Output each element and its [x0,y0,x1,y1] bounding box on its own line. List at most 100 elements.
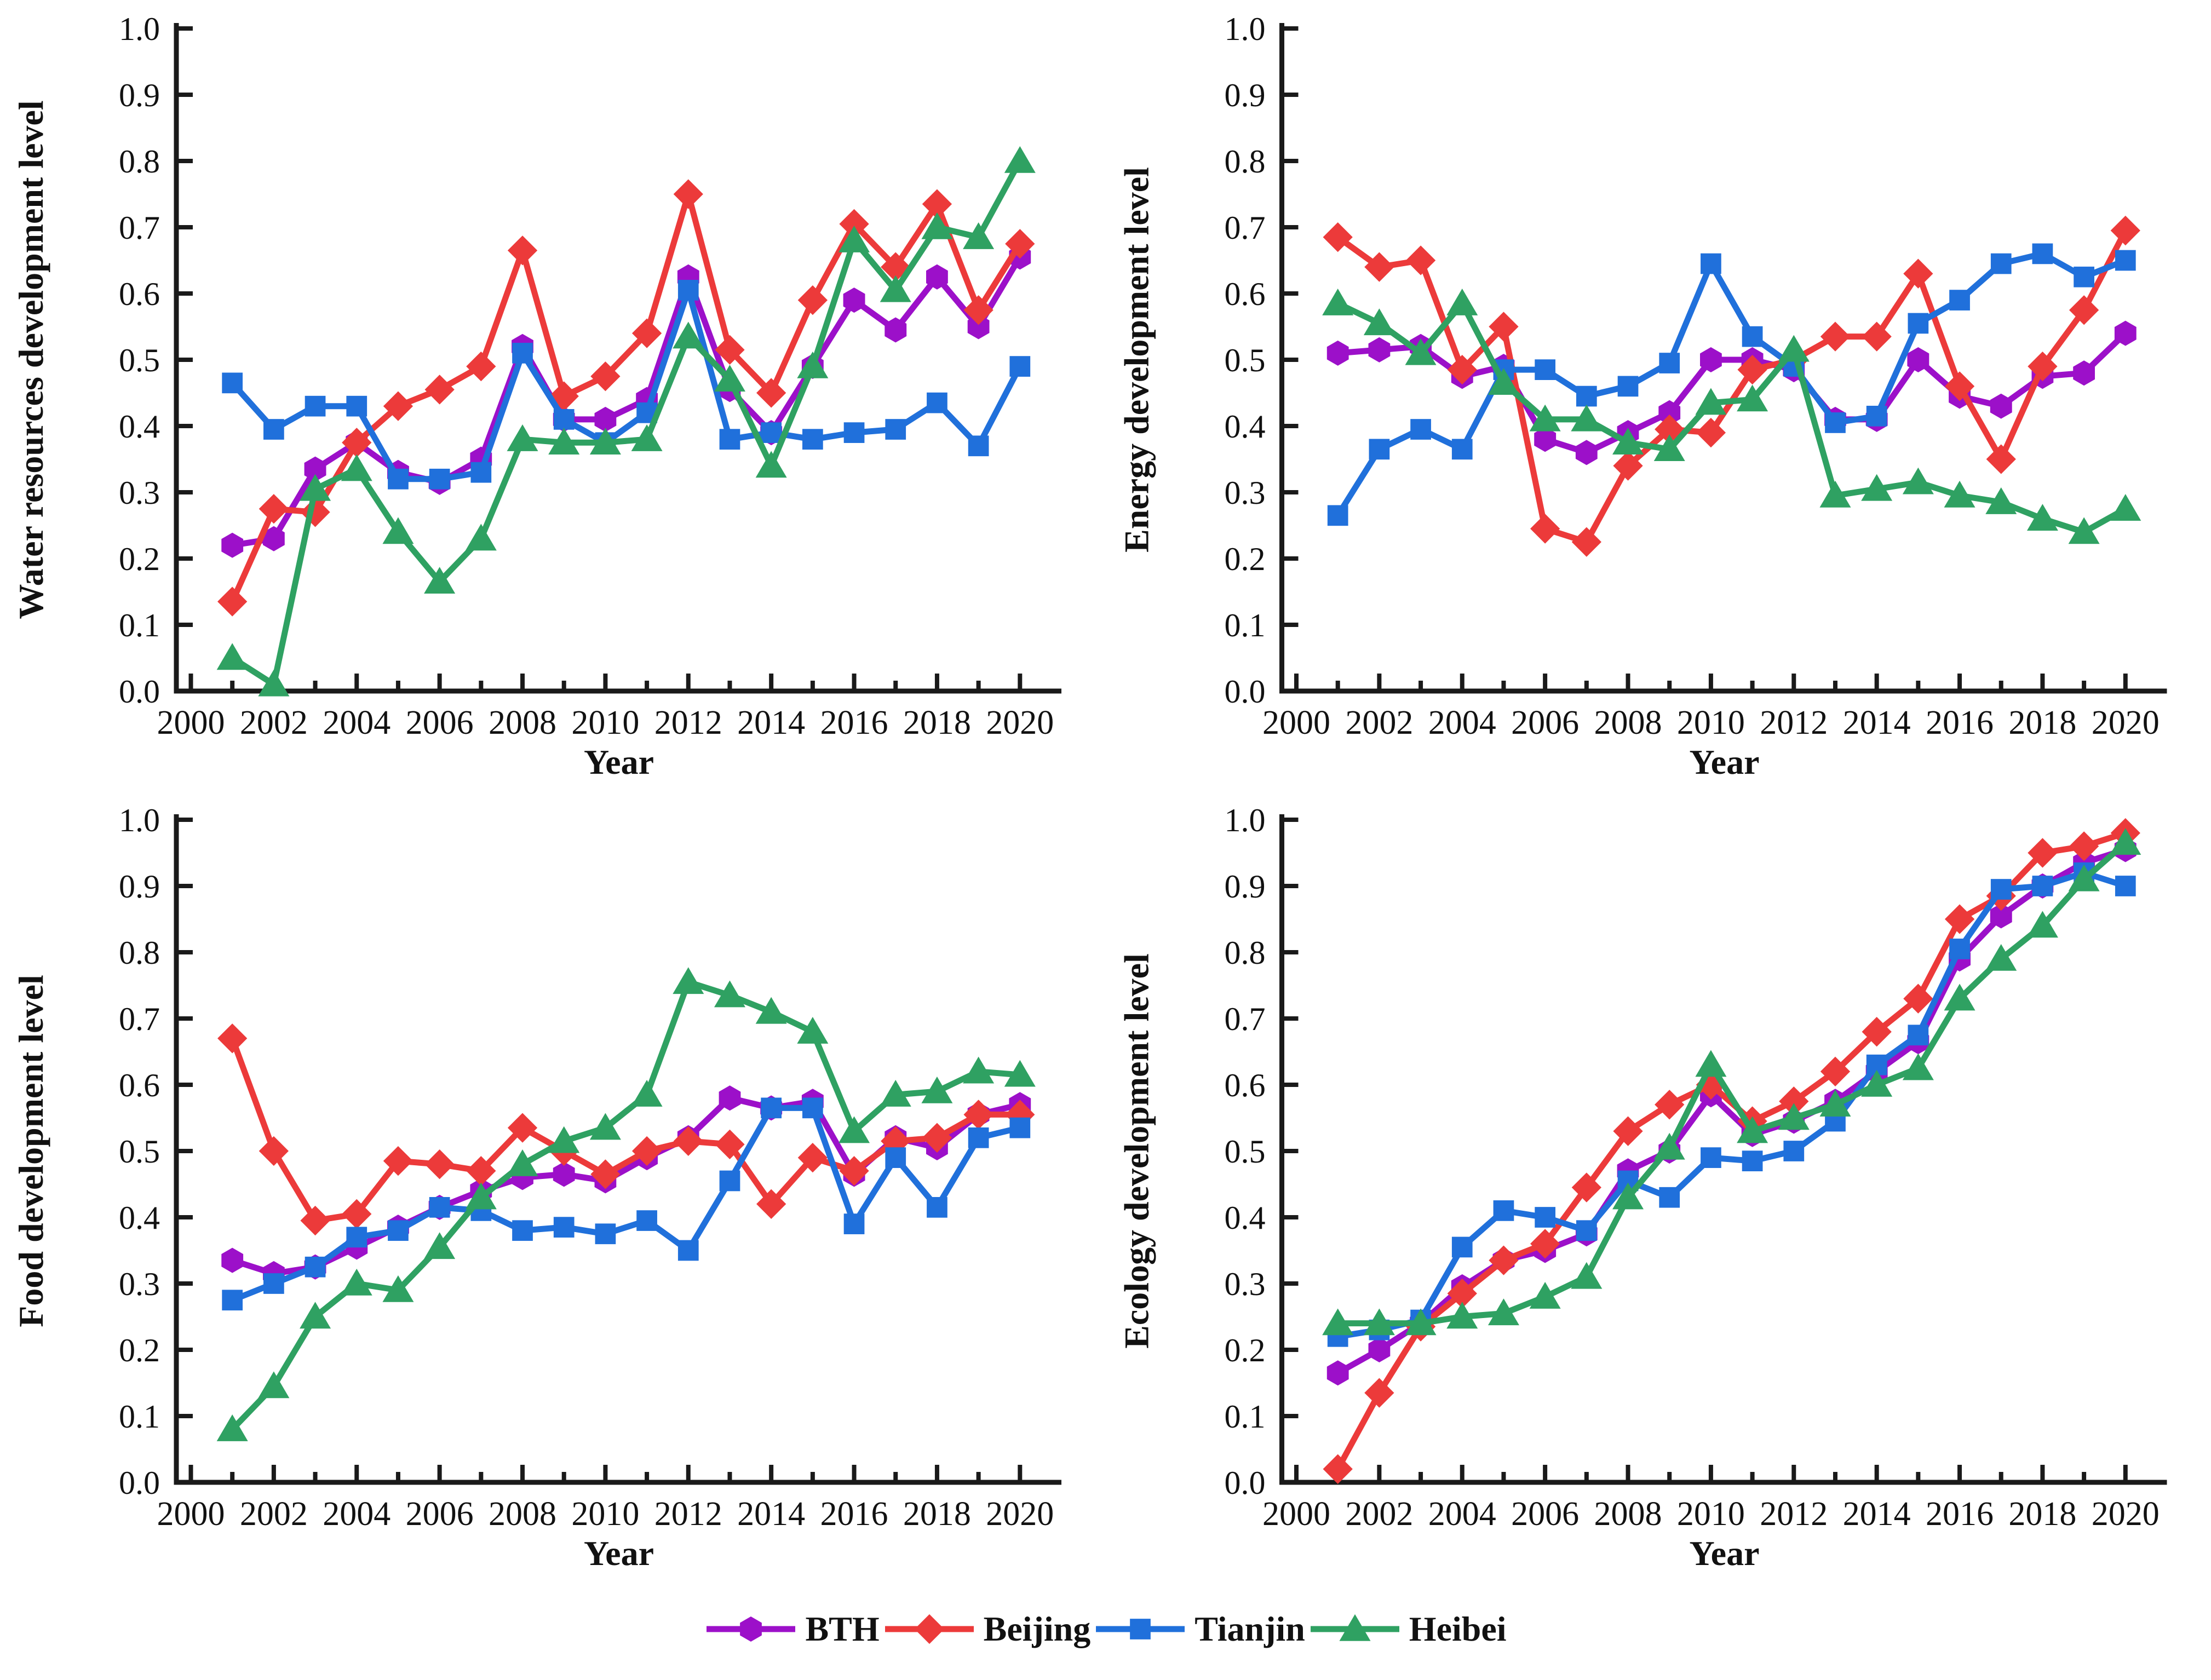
x-tick-label: 2008 [1594,1495,1662,1533]
beijing-data-point [424,1149,455,1180]
heibei-data-point [1985,943,2017,971]
beijing-data-point [1986,444,2016,474]
tianjin-data-point [1009,356,1031,377]
tianjin-data-point [429,1196,450,1218]
beijing-data-point [1323,1454,1353,1484]
heibei-data-point [839,1116,870,1143]
beijing-data-point [1489,312,1519,342]
x-tick-label: 2016 [1926,1495,1994,1533]
y-axis-ticks: 0.0 0.1 0.2 0.3 0.4 0.5 0.6 0.7 0.8 0.9 1.0 [119,11,193,710]
y-axis-ticks: 0.0 0.1 0.2 0.3 0.4 0.5 0.6 0.7 0.8 0.9 1.0 [1225,11,1299,710]
bth-data-point [221,532,244,558]
legend-item-heibei: Heibei [1308,1610,1507,1648]
beijing-data-point [1903,258,1933,289]
heibei-data-point [465,1182,497,1210]
x-tick-label: 2010 [571,704,639,741]
beijing-data-point [1613,451,1643,481]
y-tick-label: 0.2 [1225,541,1266,577]
beijing-data-point [466,1156,496,1186]
heibei-data-point [1004,1060,1036,1087]
y-axis-title: Water resources development level [12,100,50,619]
y-tick-label: 0.5 [119,342,160,378]
legend-item-tianjin: Tianjin [1094,1610,1305,1648]
tianjin-data-point [1576,1220,1597,1241]
heibei-data-point [548,1126,580,1153]
y-tick-label: 0.8 [1225,935,1266,971]
beijing-data-point [922,1123,952,1153]
tianjin-data-point [1617,376,1639,397]
beijing-data-point [756,378,786,408]
heibei-data-point [507,424,538,451]
heibei-data-point [1322,289,1354,315]
beijing-data-point [797,285,828,315]
heibei-data-point [1944,480,1975,508]
y-tick-label: 0.5 [119,1134,160,1170]
y-tick-label: 0.5 [1225,342,1266,378]
tianjin-data-point [2115,250,2136,271]
tianjin-data-point [1535,359,1555,381]
energy-panel: 0.0 0.1 0.2 0.3 0.4 0.5 0.6 0.7 0.8 0.9 1.0 2000 200… [1105,0,2211,791]
x-tick-label: 2002 [1345,704,1413,741]
beijing-data-point [1862,321,1892,352]
tianjin-data-point [843,1213,865,1234]
tianjin-data-point [802,429,823,450]
x-tick-label: 2010 [571,1495,639,1533]
tianjin-data-point [346,1227,367,1248]
heibei-data-point [1405,1308,1437,1336]
ecology-panel: 0.0 0.1 0.2 0.3 0.4 0.5 0.6 0.7 0.8 0.9 1.0 2000 200… [1105,791,2211,1583]
x-tick-label: 2012 [1760,1495,1828,1533]
heibei-data-point [1363,1308,1395,1336]
tianjin-data-point [719,1170,740,1192]
series-beijing [217,179,1035,617]
beijing-data-point [673,179,703,209]
tianjin-data-point [512,343,533,364]
x-tick-label: 2018 [903,704,971,741]
tianjin-data-point [761,1097,782,1119]
beijing-data-point [881,252,911,282]
tianjin-data-point [1825,412,1846,433]
beijing-data-point [1737,355,1767,385]
beijing-data-point [1613,1116,1643,1146]
series-beijing [1323,818,2140,1484]
tianjin-data-point [553,1217,575,1238]
heibei-data-point [755,997,787,1024]
heibei-data-point [216,643,248,670]
heibei-data-point [382,1275,414,1302]
beijing-data-point [1862,1017,1892,1047]
tianjin-data-point [305,395,326,417]
tianjin-data-point [927,1196,947,1218]
beijing-data-point [1489,1245,1519,1275]
x-tick-label: 2014 [1843,704,1911,741]
y-tick-label: 0.2 [119,541,160,577]
beijing-data-point [839,209,869,239]
heibei-data-point [714,980,745,1008]
beijing-data-point [590,361,621,392]
heibei-data-point [714,365,745,392]
tianjin-data-point [968,1127,989,1148]
x-tick-label: 2016 [1926,704,1994,741]
beijing-legend-marker-icon [914,1614,944,1644]
y-axis-ticks: 0.0 0.1 0.2 0.3 0.4 0.5 0.6 0.7 0.8 0.9 1.0 [1225,802,1299,1501]
heibei-data-point [2026,504,2058,531]
x-tick-label: 2016 [820,1495,888,1533]
tianjin-marker-icon [1096,1619,1185,1639]
tianjin-data-point [553,409,575,430]
tianjin-data-point [222,372,243,394]
y-tick-label: 0.1 [119,607,160,643]
series-tianjin [1327,243,2136,526]
x-tick-label: 2010 [1677,1495,1745,1533]
heibei-data-point [1571,1262,1603,1289]
beijing-data-point [1779,1086,1809,1117]
tianjin-data-point [761,422,782,443]
x-axis-ticks: 2000 2002 2004 2006 2008 2010 2012 2014 2016 2018… [157,1465,1054,1533]
heibei-data-point [300,474,331,501]
food-panel: 0.0 0.1 0.2 0.3 0.4 0.5 0.6 0.7 0.8 0.9 1.0 2000 200… [0,791,1105,1583]
y-tick-label: 0.6 [119,276,160,312]
heibei-data-point [1737,384,1768,412]
tianjin-data-point [1949,939,1970,959]
beijing-marker-icon [885,1614,974,1644]
beijing-data-point [1447,1279,1477,1309]
beijing-data-point [300,1205,330,1236]
